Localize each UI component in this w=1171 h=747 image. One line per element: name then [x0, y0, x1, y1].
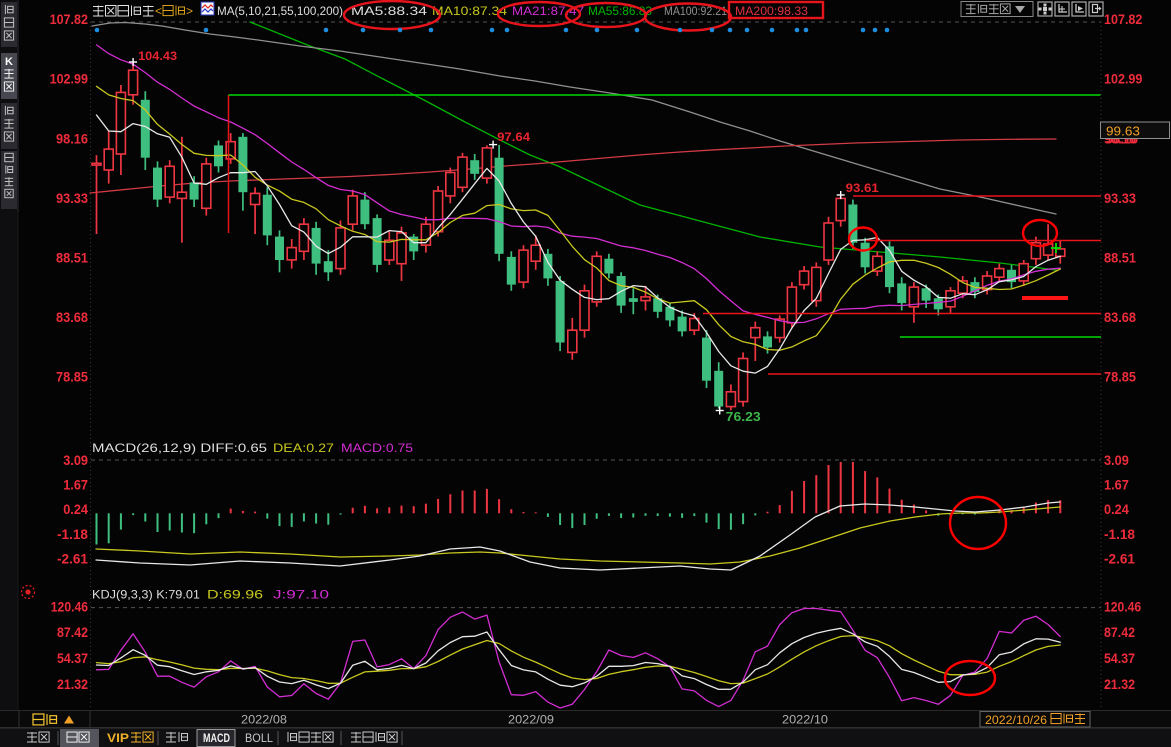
- svg-text:<: <: [155, 4, 162, 18]
- svg-text:3.09: 3.09: [63, 452, 88, 468]
- svg-text:2022/09: 2022/09: [508, 713, 554, 727]
- svg-text:2022/10: 2022/10: [782, 713, 828, 727]
- svg-text:>: >: [186, 4, 193, 18]
- svg-text:93.33: 93.33: [1104, 190, 1136, 206]
- svg-text:93.61: 93.61: [846, 181, 879, 195]
- svg-text:107.82: 107.82: [50, 11, 89, 27]
- svg-text:78.85: 78.85: [1104, 369, 1136, 385]
- svg-text:MACD:0.75: MACD:0.75: [341, 441, 413, 455]
- svg-text:MA5:88.34: MA5:88.34: [351, 4, 427, 18]
- svg-text:87.42: 87.42: [1104, 624, 1135, 640]
- svg-text:MA21:87.47: MA21:87.47: [512, 4, 584, 18]
- svg-text:2022/10/26: 2022/10/26: [985, 713, 1047, 727]
- svg-text:-1.18: -1.18: [57, 526, 88, 542]
- svg-text:D:69.96: D:69.96: [207, 588, 263, 602]
- svg-text:DEA:0.27: DEA:0.27: [273, 441, 334, 455]
- svg-text:1.67: 1.67: [1104, 477, 1129, 493]
- svg-text:54.37: 54.37: [57, 650, 88, 666]
- svg-text:1.67: 1.67: [63, 477, 88, 493]
- svg-text:21.32: 21.32: [1104, 676, 1135, 692]
- svg-text:88.51: 88.51: [1104, 250, 1136, 266]
- svg-text:2022/08: 2022/08: [241, 713, 287, 727]
- svg-text:83.68: 83.68: [56, 309, 88, 325]
- svg-text:VIP: VIP: [107, 731, 129, 745]
- svg-text:99.63: 99.63: [1106, 124, 1140, 139]
- svg-text:0.24: 0.24: [63, 501, 88, 517]
- svg-text:120.46: 120.46: [51, 599, 88, 615]
- svg-text:102.99: 102.99: [50, 71, 89, 87]
- svg-text:88.51: 88.51: [56, 250, 88, 266]
- svg-text:83.68: 83.68: [1104, 309, 1136, 325]
- svg-text:21.32: 21.32: [57, 676, 88, 692]
- svg-text:MA100:92.21: MA100:92.21: [664, 4, 727, 18]
- svg-text:102.99: 102.99: [1104, 71, 1143, 87]
- svg-text:93.33: 93.33: [56, 190, 88, 206]
- svg-text:MA200:98.33: MA200:98.33: [735, 4, 808, 18]
- svg-text:120.46: 120.46: [1104, 599, 1141, 615]
- svg-text:54.37: 54.37: [1104, 650, 1135, 666]
- svg-text:87.42: 87.42: [57, 624, 88, 640]
- svg-text:104.43: 104.43: [138, 49, 177, 63]
- svg-text:K: K: [5, 56, 13, 68]
- svg-text:97.64: 97.64: [497, 130, 530, 144]
- svg-text:MACD(26,12,9) DIFF:0.65: MACD(26,12,9) DIFF:0.65: [92, 441, 267, 455]
- svg-text:BOLL: BOLL: [245, 731, 273, 745]
- svg-text:MACD: MACD: [203, 733, 230, 745]
- svg-text:MA(5,10,21,55,100,200): MA(5,10,21,55,100,200): [217, 4, 343, 18]
- svg-text:-2.61: -2.61: [57, 550, 88, 566]
- svg-text:107.82: 107.82: [1104, 11, 1143, 27]
- svg-text:76.23: 76.23: [726, 409, 761, 424]
- svg-text:KDJ(9,3,3) K:79.01: KDJ(9,3,3) K:79.01: [92, 588, 200, 602]
- svg-text:-2.61: -2.61: [1104, 550, 1135, 566]
- svg-text:98.16: 98.16: [56, 131, 88, 147]
- svg-text:-1.18: -1.18: [1104, 526, 1135, 542]
- svg-text:MA10:87.34: MA10:87.34: [432, 4, 507, 18]
- svg-text:78.85: 78.85: [56, 369, 88, 385]
- svg-text:0.24: 0.24: [1104, 501, 1129, 517]
- svg-text:J:97.10: J:97.10: [273, 588, 329, 602]
- svg-text:3.09: 3.09: [1104, 452, 1129, 468]
